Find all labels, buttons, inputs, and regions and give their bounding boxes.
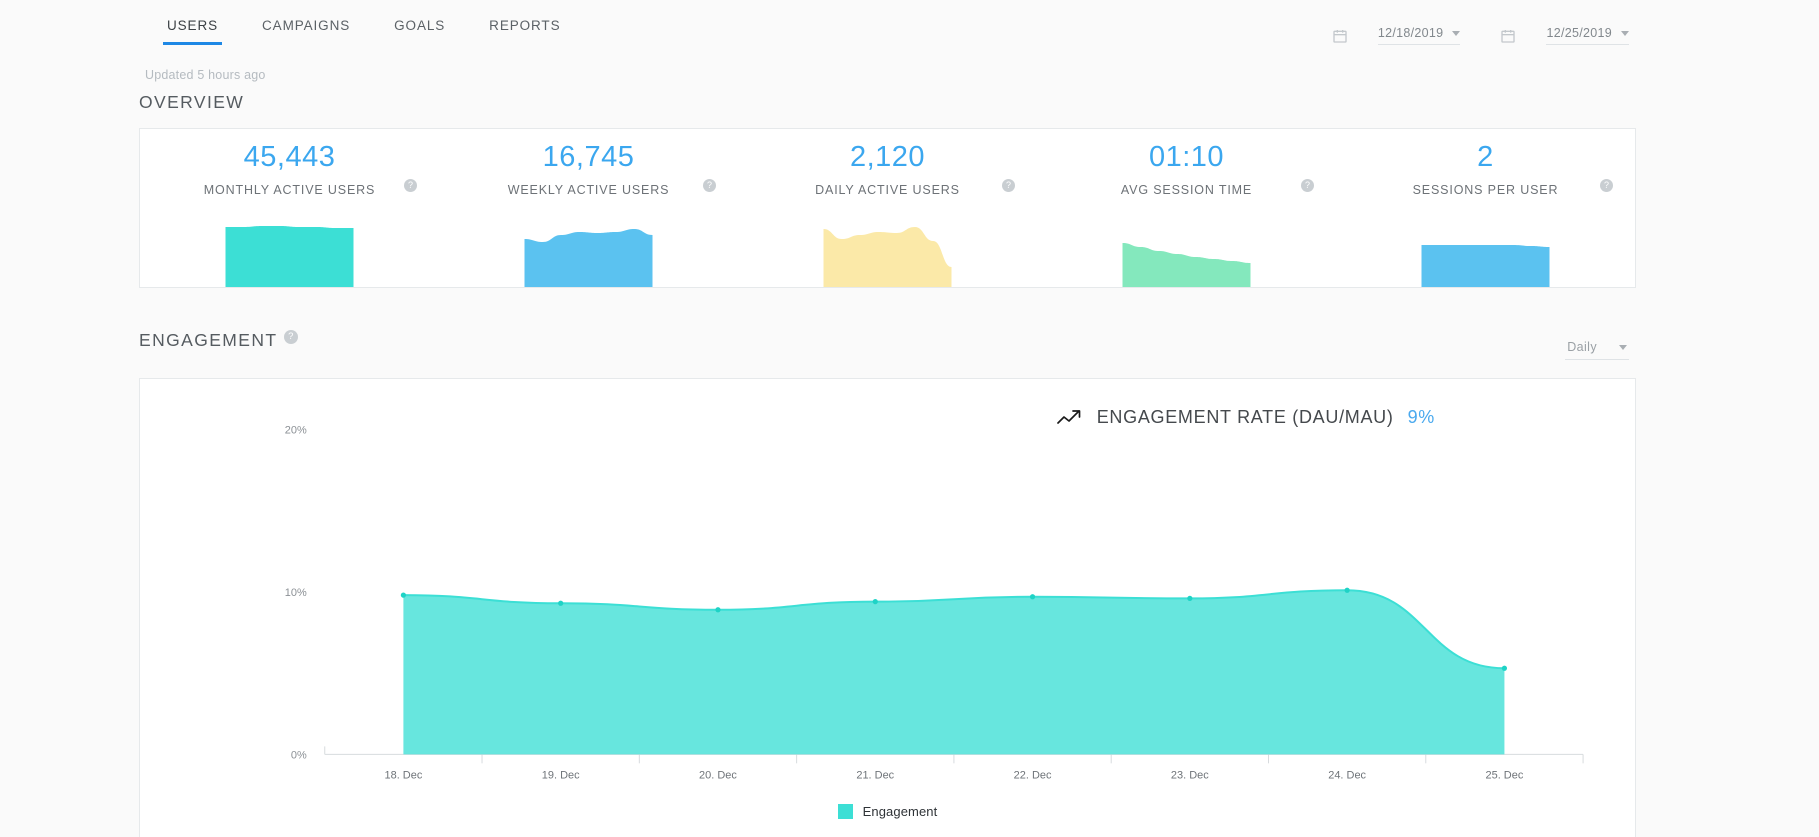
metric-sparkline <box>140 215 439 287</box>
metric-value: 2 <box>1477 141 1494 173</box>
metric-card: 2 SESSIONS PER USER? <box>1336 129 1635 287</box>
engagement-area-chart: 0% 10% 20% 18. Dec 19. Dec 20. Dec 21. Dec 22. … <box>140 379 1635 837</box>
svg-text:20. Dec: 20. Dec <box>699 769 737 781</box>
period-select-value: Daily <box>1567 340 1597 354</box>
updated-timestamp: Updated 5 hours ago <box>145 68 266 82</box>
metric-label: AVG SESSION TIME <box>1120 183 1253 197</box>
end-date-value: 12/25/2019 <box>1546 26 1612 40</box>
tab-users-label: USERS <box>167 18 219 33</box>
overview-title: OVERVIEW <box>139 92 244 113</box>
metric-card: 16,745 WEEKLY ACTIVE USERS? <box>439 129 738 287</box>
metric-label: DAILY ACTIVE USERS <box>815 183 960 197</box>
metric-help-icon[interactable]: ? <box>404 179 417 192</box>
trending-up-icon <box>1056 409 1081 424</box>
start-date-value: 12/18/2019 <box>1377 26 1444 40</box>
period-select[interactable]: Daily <box>1565 340 1629 360</box>
overview-card: 45,443 MONTHLY ACTIVE USERS? 16,745 WEEKLY … <box>139 128 1636 288</box>
engagement-rate-value: 9% <box>1407 407 1435 427</box>
tab-campaigns-label: CAMPAIGNS <box>262 18 351 33</box>
date-range-controls: 12/18/2019 12/25/2019 <box>1332 26 1629 45</box>
metrics-row: 45,443 MONTHLY ACTIVE USERS? 16,745 WEEKLY … <box>140 129 1635 287</box>
end-date-field: 12/25/2019 <box>1500 26 1629 45</box>
svg-text:20%: 20% <box>285 424 307 436</box>
nav-tabs: USERS CAMPAIGNS GOALS REPORTS <box>145 18 583 45</box>
tab-goals-label: GOALS <box>394 18 446 33</box>
metric-help-icon[interactable]: ? <box>1301 179 1314 192</box>
metric-value: 2,120 <box>849 141 926 173</box>
metric-help-icon[interactable]: ? <box>1600 179 1613 192</box>
tab-reports[interactable]: REPORTS <box>467 18 582 45</box>
metric-value: 01:10 <box>1148 141 1225 173</box>
metric-label: MONTHLY ACTIVE USERS <box>203 183 376 197</box>
legend-label-engagement: Engagement <box>862 804 938 819</box>
tab-goals[interactable]: GOALS <box>372 18 467 45</box>
tab-reports-label: REPORTS <box>489 18 561 33</box>
svg-text:18. Dec: 18. Dec <box>384 769 422 781</box>
overview-title-label: OVERVIEW <box>139 92 245 112</box>
top-bar: USERS CAMPAIGNS GOALS REPORTS Updated 5 … <box>0 0 1819 82</box>
metric-label: WEEKLY ACTIVE USERS <box>507 183 670 197</box>
start-date-field: 12/18/2019 <box>1332 26 1461 45</box>
metric-sparkline <box>1037 215 1336 287</box>
metric-sparkline <box>1336 215 1635 287</box>
svg-text:25. Dec: 25. Dec <box>1486 769 1524 781</box>
metric-card: 01:10 AVG SESSION TIME? <box>1037 129 1336 287</box>
metric-label: SESSIONS PER USER <box>1412 183 1559 197</box>
calendar-icon <box>1333 29 1347 43</box>
metric-card: 45,443 MONTHLY ACTIVE USERS? <box>140 129 439 287</box>
legend-swatch-engagement <box>837 804 853 819</box>
engagement-title: ENGAGEMENT? <box>139 330 299 351</box>
calendar-icon <box>1501 29 1516 43</box>
chevron-down-icon <box>1452 30 1461 36</box>
chart-title: ENGAGEMENT RATE (DAU/MAU) 9% <box>1056 407 1435 428</box>
end-date-picker[interactable]: 12/25/2019 <box>1546 26 1629 45</box>
chart-legend: Engagement <box>140 804 1635 819</box>
metric-sparkline <box>738 215 1037 287</box>
svg-text:21. Dec: 21. Dec <box>856 769 894 781</box>
svg-text:0%: 0% <box>291 749 307 761</box>
tab-users[interactable]: USERS <box>145 18 240 45</box>
start-date-picker[interactable]: 12/18/2019 <box>1377 26 1461 45</box>
svg-text:19. Dec: 19. Dec <box>542 769 580 781</box>
engagement-title-label: ENGAGEMENT <box>139 330 278 351</box>
engagement-help-icon[interactable]: ? <box>284 330 299 344</box>
svg-text:22. Dec: 22. Dec <box>1014 769 1052 781</box>
metric-help-icon[interactable]: ? <box>703 179 716 192</box>
svg-text:24. Dec: 24. Dec <box>1328 769 1366 781</box>
metric-value: 16,745 <box>542 141 635 173</box>
svg-text:23. Dec: 23. Dec <box>1171 769 1209 781</box>
metric-value: 45,443 <box>243 141 336 173</box>
metric-card: 2,120 DAILY ACTIVE USERS? <box>738 129 1037 287</box>
engagement-chart-card: ENGAGEMENT RATE (DAU/MAU) 9% 0% 10% 20% 18.… <box>139 378 1636 837</box>
metric-sparkline <box>439 215 738 287</box>
chevron-down-icon <box>1619 344 1627 350</box>
svg-text:10%: 10% <box>285 587 307 599</box>
chevron-down-icon <box>1621 30 1629 36</box>
tab-campaigns[interactable]: CAMPAIGNS <box>240 18 372 45</box>
chart-svg: 0% 10% 20% 18. Dec 19. Dec 20. Dec 21. Dec 22. … <box>285 424 1584 781</box>
metric-help-icon[interactable]: ? <box>1002 179 1015 192</box>
chart-title-label: ENGAGEMENT RATE (DAU/MAU) <box>1096 407 1394 427</box>
